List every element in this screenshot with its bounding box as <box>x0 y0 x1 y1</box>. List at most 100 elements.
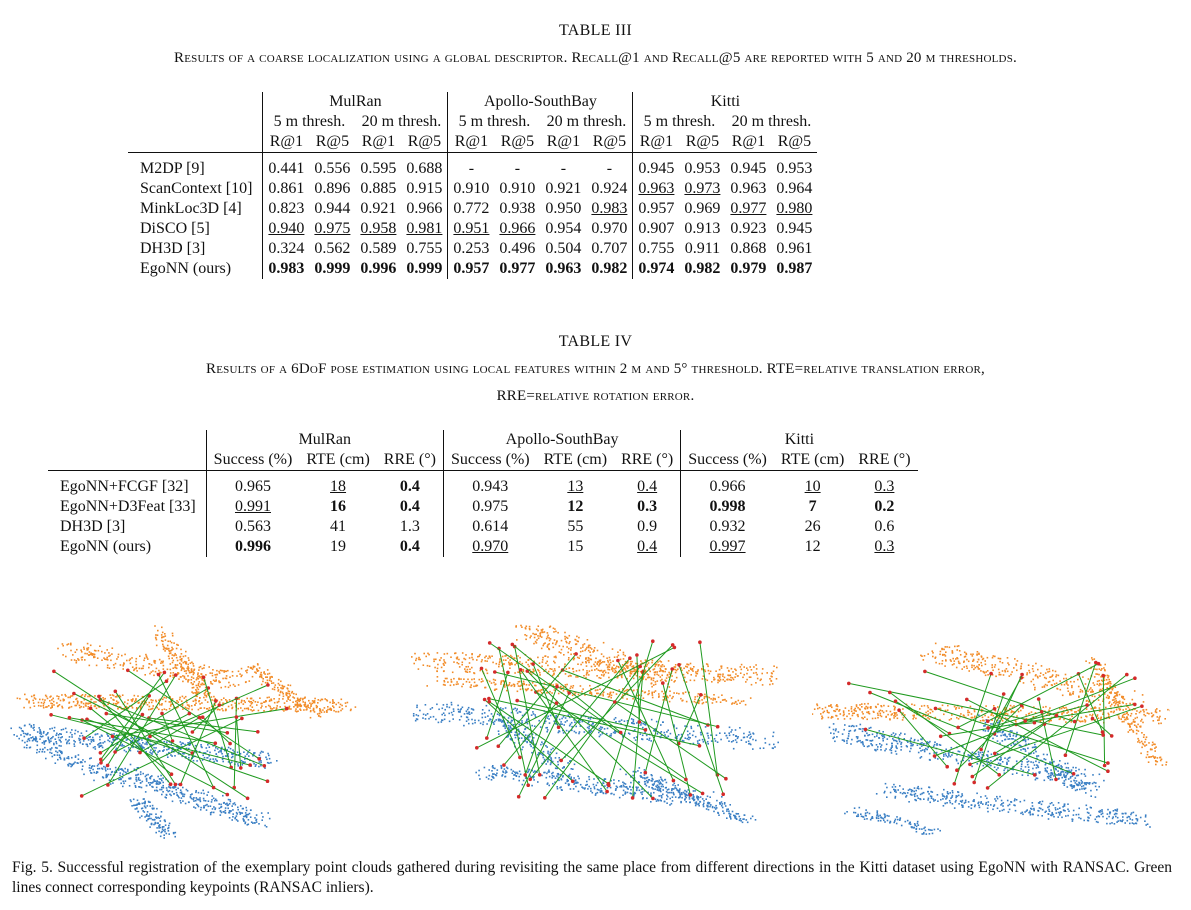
table-cell: 7 <box>808 498 817 515</box>
table-cell: 0.910 <box>499 180 536 197</box>
blue-point-cloud <box>412 701 779 824</box>
table-cell: 0.977 <box>730 200 767 217</box>
table-cell: 55 <box>567 518 584 535</box>
point-cloud-registration-kitti-view <box>812 642 1170 835</box>
correspondence-lines <box>475 639 728 801</box>
point-cloud-registration-mulran-view <box>10 625 357 839</box>
table4-metric-header: RTE (cm) <box>536 450 615 471</box>
table-cell: 0.441 <box>262 152 310 179</box>
row-method-name: ScanContext [10] <box>140 180 253 197</box>
table-row: ScanContext [10] 0.861 0.896 0.885 0.915 0.91… <box>128 179 817 199</box>
table3-group: Apollo-SouthBay <box>447 92 633 112</box>
table3-metric-header: R@1 <box>447 132 495 153</box>
row-method-name: M2DP [9] <box>140 160 205 177</box>
table-cell: 0.938 <box>499 200 536 217</box>
table4-group: Kitti <box>680 430 918 450</box>
table-cell: 0.999 <box>406 260 443 277</box>
table3-metric-header: R@1 <box>632 132 680 153</box>
table-cell: 0.970 <box>442 537 537 557</box>
table-cell: 0.923 <box>730 220 767 237</box>
table-cell: 0.614 <box>442 517 537 537</box>
table-cell: 0.987 <box>776 260 813 277</box>
table-row: DiSCO [5] 0.940 0.975 0.958 0.981 0.951 0.966 0… <box>128 219 817 239</box>
table-cell: 0.932 <box>680 517 774 537</box>
table-cell: 0.991 <box>205 497 300 517</box>
table3-metric-header: R@5 <box>679 132 726 153</box>
table-row: DH3D [3] 0.563 41 1.3 0.614 55 0.9 0.932 26 0.6 <box>48 517 918 537</box>
table4-title: TABLE IV <box>558 333 633 350</box>
table-cell: 0.943 <box>442 470 537 497</box>
table-cell: 13 <box>567 478 584 495</box>
correspondence-lines <box>49 668 289 801</box>
table-row: MinkLoc3D [4] 0.823 0.944 0.921 0.966 0.772 0.… <box>128 199 817 219</box>
table-cell: 16 <box>330 498 347 515</box>
table-cell: - <box>606 160 613 177</box>
table4-metric-header: RTE (cm) <box>299 450 377 471</box>
table-cell: 0.4 <box>399 498 420 515</box>
table-cell: - <box>447 152 495 179</box>
table-cell: 0.4 <box>399 478 420 495</box>
table-cell: 0.3 <box>874 538 895 555</box>
table-cell: 0.324 <box>262 239 310 259</box>
table-cell: 0.896 <box>314 180 351 197</box>
table4-caption-line2: RRE=relative rotation error. <box>496 388 695 404</box>
table-cell: 0.950 <box>545 200 582 217</box>
table-cell: 0.3 <box>637 498 658 515</box>
figure-caption: Fig. 5. Successful registration of the e… <box>12 859 1172 896</box>
table-cell: 12 <box>567 498 584 515</box>
table-cell: 0.907 <box>632 219 680 239</box>
table-cell: 0.963 <box>632 179 680 199</box>
table-cell: 0.589 <box>360 240 397 257</box>
table-cell: 0.997 <box>680 537 774 557</box>
table3-subgroup: 20 m thresh. <box>731 113 812 130</box>
table-cell: - <box>560 160 567 177</box>
table3-metric-header: R@5 <box>309 132 356 153</box>
table-cell: 0.940 <box>262 219 310 239</box>
row-method-name: EgoNN+FCGF [32] <box>60 478 189 495</box>
table3-subgroup: 5 m thresh. <box>262 112 356 132</box>
table4-metric-header: RRE (°) <box>614 450 681 471</box>
table-cell: 0.970 <box>591 220 628 237</box>
table-cell: 0.4 <box>637 478 658 495</box>
table4-group: Apollo-SouthBay <box>442 430 681 450</box>
table-cell: 26 <box>804 518 821 535</box>
table-cell: 0.951 <box>447 219 495 239</box>
table-cell: 19 <box>330 538 347 555</box>
table-cell: 18 <box>330 478 347 495</box>
table-cell: 0.975 <box>442 497 537 517</box>
row-method-name: EgoNN (ours) <box>140 260 232 277</box>
table4-group: MulRan <box>205 430 444 450</box>
table-cell: 0.504 <box>545 240 582 257</box>
table-cell: 0.772 <box>447 199 495 219</box>
table-cell: 0.253 <box>447 239 495 259</box>
table-cell: 0.707 <box>591 240 628 257</box>
table-cell: 0.755 <box>406 240 443 257</box>
table-cell: 0.983 <box>591 200 628 217</box>
table-cell: 0.966 <box>406 200 443 217</box>
table-cell: 0.913 <box>684 220 721 237</box>
point-cloud-registration-apollo-view <box>411 624 779 824</box>
table-cell: 15 <box>567 538 584 555</box>
table-cell: 0.963 <box>730 180 767 197</box>
table-row: EgoNN+D3Feat [33] 0.991 16 0.4 0.975 12 0.3 0.9… <box>48 497 918 517</box>
table-cell: 0.999 <box>314 260 351 277</box>
table-cell: 0.980 <box>776 200 813 217</box>
table3-metric-header: R@1 <box>355 132 402 153</box>
table3-subgroup: 20 m thresh. <box>546 113 627 130</box>
row-method-name: DH3D [3] <box>140 240 206 257</box>
table-cell: 0.963 <box>545 260 582 277</box>
table-cell: 0.945 <box>730 160 767 177</box>
table-cell: 0.957 <box>447 259 495 279</box>
table3-metric-header: R@5 <box>494 132 541 153</box>
table-row: M2DP [9] 0.441 0.556 0.595 0.688- - - -0.945 0.9… <box>128 152 817 179</box>
blue-point-cloud <box>10 723 278 839</box>
table-cell: 0.998 <box>680 497 774 517</box>
table-row: EgoNN (ours) 0.996 19 0.4 0.970 15 0.4 0.997 12 0… <box>48 537 918 557</box>
table4-metric-header: RRE (°) <box>376 450 444 471</box>
table4-metric-header: Success (%) <box>205 450 300 471</box>
table-cell: 0.4 <box>399 538 420 555</box>
table-cell: 0.945 <box>776 220 813 237</box>
table-cell: 0.823 <box>262 199 310 219</box>
table4-metric-header: Success (%) <box>680 450 774 471</box>
table-cell: 1.3 <box>399 518 420 535</box>
